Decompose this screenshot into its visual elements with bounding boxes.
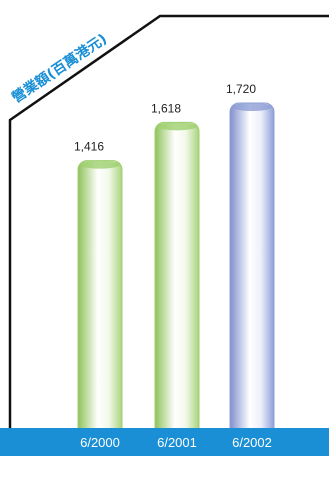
value-label-6/2001: 1,618 [151, 101, 181, 115]
bar-6/2002 [229, 102, 275, 442]
x-tick-label-6/2000: 6/2000 [80, 435, 120, 450]
x-tick-label-6/2001: 6/2001 [157, 435, 197, 450]
bar-cap-6/2000 [80, 160, 120, 169]
chart-frame [8, 14, 329, 428]
x-axis-ticks: 6/2000 6/2001 6/2002 [80, 435, 272, 450]
chart-title-text: 營業額(百萬港元) [9, 30, 110, 106]
bar-6/2000 [77, 160, 123, 442]
x-axis-band [0, 428, 329, 456]
bars-group: 1,416 1,618 1,720 [74, 82, 275, 442]
chart-title: 營業額(百萬港元) [9, 30, 110, 106]
x-tick-label-6/2002: 6/2002 [232, 435, 272, 450]
bar-cap-6/2001 [157, 122, 197, 131]
value-label-6/2000: 1,416 [74, 140, 104, 154]
bar-6/2001 [154, 121, 200, 442]
value-label-6/2002: 1,720 [226, 82, 256, 96]
bar-cap-6/2002 [232, 103, 272, 111]
